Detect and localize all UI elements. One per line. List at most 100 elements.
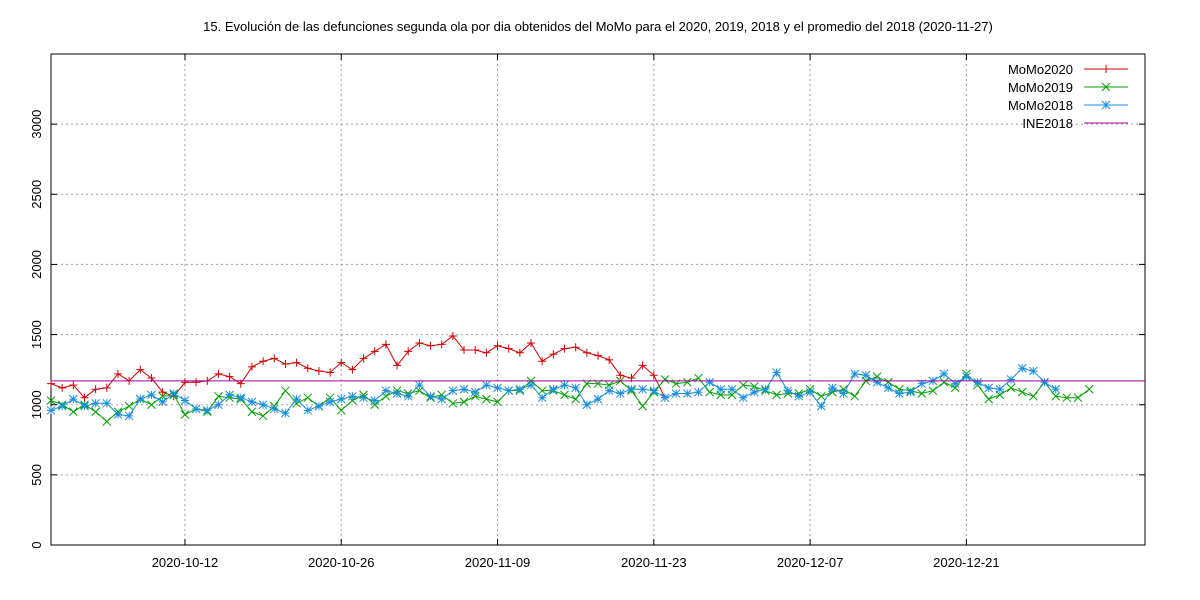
data-point bbox=[1051, 391, 1061, 401]
data-point bbox=[448, 398, 458, 408]
data-point bbox=[471, 346, 480, 355]
y-tick-label: 3000 bbox=[29, 110, 44, 139]
x-tick-label: 2020-10-26 bbox=[308, 555, 375, 570]
data-point bbox=[482, 394, 491, 404]
data-point bbox=[627, 384, 636, 394]
data-point bbox=[660, 393, 670, 403]
data-point bbox=[325, 393, 335, 403]
data-point bbox=[828, 383, 837, 393]
data-point bbox=[850, 391, 860, 401]
data-point bbox=[292, 398, 301, 408]
data-point bbox=[582, 400, 592, 410]
data-point bbox=[80, 401, 89, 411]
data-point bbox=[470, 391, 480, 401]
data-point bbox=[705, 377, 714, 387]
data-point bbox=[973, 377, 982, 387]
data-point bbox=[950, 383, 960, 393]
data-point bbox=[605, 355, 614, 364]
data-point bbox=[482, 380, 491, 390]
data-point bbox=[58, 383, 67, 392]
data-point bbox=[404, 347, 413, 356]
data-point bbox=[995, 384, 1005, 394]
data-point bbox=[102, 383, 111, 392]
data-point bbox=[604, 386, 614, 396]
data-point bbox=[638, 361, 647, 370]
data-point bbox=[928, 386, 938, 396]
legend-entry: MoMo2019 bbox=[1008, 80, 1128, 95]
data-point bbox=[549, 350, 558, 359]
data-point bbox=[259, 357, 268, 366]
x-tick-label: 2020-12-21 bbox=[933, 555, 1000, 570]
x-axis: 2020-10-12 2020-10-26 2020-11-09 2020-11-23… bbox=[152, 54, 1000, 570]
data-point bbox=[616, 371, 625, 380]
data-point bbox=[180, 396, 190, 405]
data-point bbox=[415, 380, 424, 390]
data-point bbox=[337, 358, 346, 367]
legend-label: MoMo2018 bbox=[1008, 98, 1073, 113]
data-point bbox=[336, 405, 346, 415]
data-point bbox=[638, 384, 648, 394]
data-point bbox=[225, 372, 234, 381]
data-point bbox=[292, 358, 301, 367]
data-point bbox=[102, 398, 112, 408]
data-point bbox=[169, 389, 179, 398]
data-point bbox=[515, 384, 525, 394]
data-point bbox=[236, 393, 246, 403]
data-point bbox=[1006, 383, 1016, 393]
data-point bbox=[962, 372, 971, 382]
data-point bbox=[816, 401, 826, 411]
data-point bbox=[247, 397, 257, 407]
chart-title: 15. Evolución de las defunciones segunda… bbox=[203, 19, 993, 34]
data-point bbox=[403, 391, 413, 401]
legend: MoMo2020 MoMo2019 MoMo2018 INE2018 bbox=[1008, 62, 1128, 131]
y-axis: 0 500 1000 1500 2000 2500 3000 bbox=[29, 110, 1145, 549]
data-point bbox=[247, 407, 257, 417]
data-point bbox=[270, 354, 279, 363]
data-point bbox=[538, 357, 547, 366]
data-point bbox=[91, 407, 101, 417]
data-point bbox=[124, 411, 134, 421]
data-point bbox=[594, 351, 602, 360]
data-point bbox=[805, 387, 815, 397]
data-point bbox=[91, 398, 101, 408]
data-point bbox=[1040, 377, 1049, 387]
data-point bbox=[895, 389, 904, 398]
data-point bbox=[1006, 375, 1016, 384]
legend-entry: MoMo2018 bbox=[1008, 98, 1128, 113]
data-point bbox=[336, 394, 346, 404]
data-point bbox=[537, 393, 547, 403]
data-point bbox=[448, 331, 457, 340]
data-point bbox=[68, 394, 78, 404]
data-point bbox=[437, 340, 446, 349]
plot-border bbox=[50, 53, 1146, 546]
data-point bbox=[571, 383, 581, 393]
data-point bbox=[303, 405, 313, 415]
data-point bbox=[80, 393, 89, 402]
data-point bbox=[738, 393, 748, 403]
legend-label: MoMo2019 bbox=[1008, 80, 1073, 95]
data-point bbox=[772, 390, 781, 400]
data-point bbox=[1073, 393, 1083, 403]
data-point bbox=[861, 370, 871, 380]
data-point bbox=[738, 380, 748, 390]
data-point bbox=[147, 390, 156, 400]
data-point bbox=[671, 389, 681, 398]
data-point bbox=[348, 391, 357, 401]
x-tick-label: 2020-11-23 bbox=[621, 555, 687, 570]
data-point bbox=[191, 404, 201, 414]
data-point bbox=[325, 397, 335, 407]
data-point bbox=[939, 377, 949, 387]
data-point bbox=[247, 362, 256, 371]
data-point bbox=[615, 389, 625, 398]
data-point bbox=[783, 386, 793, 396]
data-point bbox=[638, 401, 648, 411]
data-point bbox=[46, 396, 56, 405]
data-point bbox=[917, 379, 927, 389]
data-point bbox=[761, 384, 770, 394]
data-point bbox=[716, 384, 726, 394]
data-point bbox=[917, 389, 927, 398]
data-point bbox=[393, 361, 402, 370]
legend-entry: MoMo2020 bbox=[1008, 62, 1128, 77]
data-point bbox=[91, 385, 100, 394]
